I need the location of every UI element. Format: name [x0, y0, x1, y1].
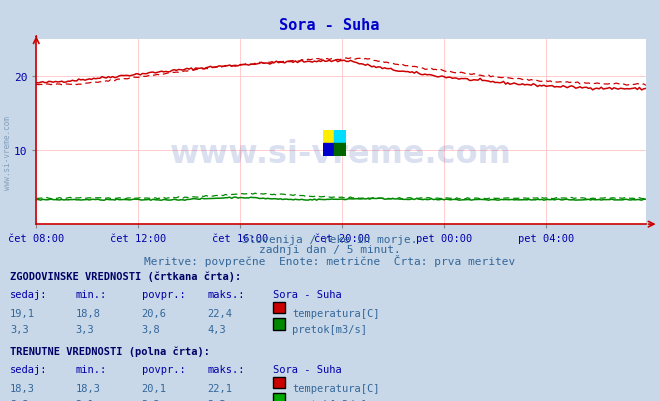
Text: 18,3: 18,3 — [10, 383, 35, 393]
Text: ZGODOVINSKE VREDNOSTI (črtkana črta):: ZGODOVINSKE VREDNOSTI (črtkana črta): — [10, 271, 241, 281]
Text: Sora - Suha: Sora - Suha — [273, 364, 342, 374]
Text: sedaj:: sedaj: — [10, 364, 47, 374]
Text: sedaj:: sedaj: — [10, 290, 47, 299]
Text: 3,3: 3,3 — [10, 399, 28, 401]
Text: temperatura[C]: temperatura[C] — [292, 383, 380, 393]
Text: 20,1: 20,1 — [142, 383, 167, 393]
Text: pretok[m3/s]: pretok[m3/s] — [292, 399, 367, 401]
Text: povpr.:: povpr.: — [142, 290, 185, 299]
Text: 3,5: 3,5 — [208, 399, 226, 401]
Text: Sora - Suha: Sora - Suha — [279, 18, 380, 33]
Text: www.si-vreme.com: www.si-vreme.com — [3, 115, 13, 189]
Bar — [323, 130, 335, 143]
Bar — [323, 143, 335, 156]
Text: 3,8: 3,8 — [142, 324, 160, 334]
Text: 18,3: 18,3 — [76, 383, 101, 393]
Text: www.si-vreme.com: www.si-vreme.com — [170, 139, 512, 170]
Text: povpr.:: povpr.: — [142, 364, 185, 374]
Text: 19,1: 19,1 — [10, 308, 35, 318]
Text: 3,3: 3,3 — [142, 399, 160, 401]
Text: maks.:: maks.: — [208, 290, 245, 299]
Text: 22,1: 22,1 — [208, 383, 233, 393]
Text: 3,1: 3,1 — [76, 399, 94, 401]
Text: TRENUTNE VREDNOSTI (polna črta):: TRENUTNE VREDNOSTI (polna črta): — [10, 345, 210, 356]
Text: 20,6: 20,6 — [142, 308, 167, 318]
Text: zadnji dan / 5 minut.: zadnji dan / 5 minut. — [258, 245, 401, 255]
Text: min.:: min.: — [76, 364, 107, 374]
Text: Sora - Suha: Sora - Suha — [273, 290, 342, 299]
Text: 3,3: 3,3 — [76, 324, 94, 334]
Text: min.:: min.: — [76, 290, 107, 299]
Text: 4,3: 4,3 — [208, 324, 226, 334]
Text: maks.:: maks.: — [208, 364, 245, 374]
Text: 3,3: 3,3 — [10, 324, 28, 334]
Text: Meritve: povprečne  Enote: metrične  Črta: prva meritev: Meritve: povprečne Enote: metrične Črta:… — [144, 255, 515, 267]
Bar — [335, 130, 346, 143]
Text: 18,8: 18,8 — [76, 308, 101, 318]
Text: pretok[m3/s]: pretok[m3/s] — [292, 324, 367, 334]
Bar — [335, 143, 346, 156]
Text: Slovenija / reke in morje.: Slovenija / reke in morje. — [242, 235, 417, 245]
Text: 22,4: 22,4 — [208, 308, 233, 318]
Text: temperatura[C]: temperatura[C] — [292, 308, 380, 318]
